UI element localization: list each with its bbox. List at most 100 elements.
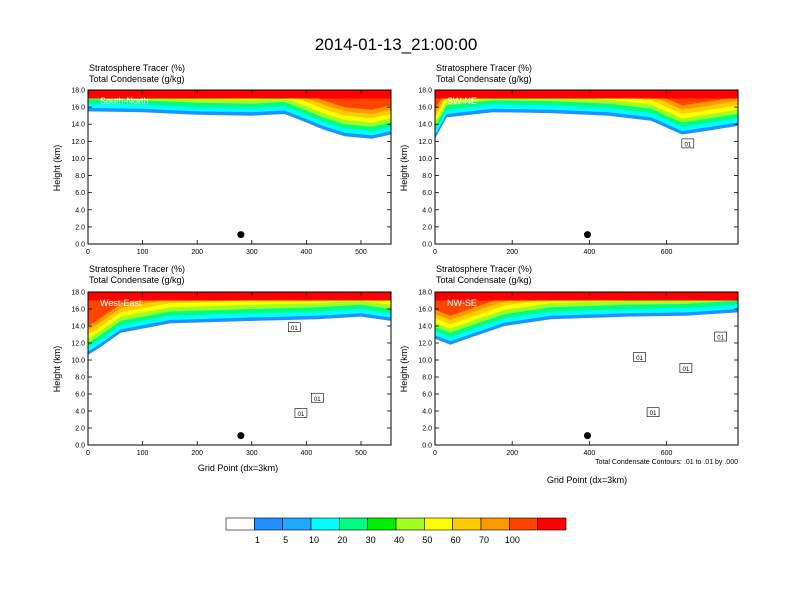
y-tick-label: 12.0 (71, 139, 85, 146)
y-tick-label: 14.0 (71, 324, 85, 331)
panel-inset-label: NW-SE (447, 298, 477, 308)
y-tick-label: 4.0 (75, 207, 85, 214)
panel-3-title-line1: Stratosphere Tracer (%) (89, 264, 185, 274)
colorbar-box (480, 517, 510, 531)
y-tick-label: 0.0 (75, 242, 85, 249)
panel-1-y-axis-label: Height (km) (52, 145, 62, 192)
x-tick-label: 500 (355, 450, 367, 457)
colorbar-label: 30 (366, 535, 376, 545)
contour-label: 01 (650, 411, 657, 417)
y-tick-label: 18.0 (418, 290, 432, 297)
y-tick-label: 8.0 (422, 173, 432, 180)
location-marker (237, 231, 245, 239)
x-tick-label: 0 (86, 249, 90, 256)
contour-label: 01 (636, 356, 643, 362)
colorbar-label: 60 (451, 535, 461, 545)
colorbar-label: 10 (309, 535, 319, 545)
x-tick-label: 100 (137, 249, 149, 256)
x-tick-label: 300 (246, 450, 258, 457)
panel-inset-label: West-East (100, 298, 142, 308)
y-tick-label: 8.0 (422, 375, 432, 382)
y-tick-label: 6.0 (75, 392, 85, 399)
x-tick-label: 200 (191, 249, 203, 256)
y-tick-label: 16.0 (418, 307, 432, 314)
y-tick-label: 4.0 (422, 409, 432, 416)
contour-label-box (714, 331, 727, 342)
panel-2-title-line2: Total Condensate (g/kg) (436, 74, 532, 84)
tracer-band-top (435, 90, 738, 99)
contour-label: 01 (684, 142, 691, 148)
panel-4-x-axis-label: Grid Point (dx=3km) (547, 475, 627, 485)
y-tick-label: 2.0 (422, 426, 432, 433)
contour-label: 01 (314, 397, 321, 403)
y-tick-label: 8.0 (75, 375, 85, 382)
location-marker (583, 231, 591, 239)
contour-label-box (294, 408, 308, 418)
colorbar-label: 20 (337, 535, 347, 545)
location-marker (237, 432, 245, 440)
y-tick-label: 16.0 (71, 307, 85, 314)
tracer-band-top (88, 292, 391, 301)
panel-4-title-line2: Total Condensate (g/kg) (436, 275, 532, 285)
x-tick-label: 600 (661, 249, 673, 256)
y-tick-label: 18.0 (71, 290, 85, 297)
x-tick-label: 100 (137, 450, 149, 457)
y-tick-label: 2.0 (75, 426, 85, 433)
colorbar-label: 70 (479, 535, 489, 545)
y-tick-label: 0.0 (422, 242, 432, 249)
x-tick-label: 0 (433, 450, 437, 457)
panel-3-x-axis-label: Grid Point (dx=3km) (198, 463, 278, 473)
y-tick-label: 8.0 (75, 173, 85, 180)
colorbar-box (310, 517, 340, 531)
y-tick-label: 16.0 (418, 105, 432, 112)
x-tick-label: 400 (584, 249, 596, 256)
y-tick-label: 2.0 (75, 224, 85, 231)
y-tick-label: 12.0 (71, 341, 85, 348)
y-tick-label: 14.0 (418, 324, 432, 331)
y-tick-label: 14.0 (418, 122, 432, 129)
panel-south-north: South-North 0.0 2.0 4.0 6.0 8.0 10.0 12.0 14.0 16… (71, 88, 392, 256)
y-tick-label: 10.0 (71, 156, 85, 163)
location-marker (583, 432, 591, 440)
plot-frame (87, 291, 392, 446)
x-tick-label: 0 (433, 249, 437, 256)
panel-inset-label: SW-NE (447, 96, 477, 106)
y-tick-label: 14.0 (71, 122, 85, 129)
y-tick-label: 12.0 (418, 341, 432, 348)
y-tick-label: 18.0 (418, 88, 432, 95)
colorbar-label: 100 (505, 535, 520, 545)
y-tick-label: 0.0 (75, 443, 85, 450)
y-tick-label: 2.0 (422, 224, 432, 231)
x-tick-label: 200 (506, 249, 518, 256)
contour-label-box (679, 363, 693, 373)
tracer-band-5 (88, 292, 391, 335)
colorbar-box (367, 517, 397, 531)
y-tick-label: 12.0 (418, 139, 432, 146)
x-tick-label: 300 (246, 249, 258, 256)
panel-sw-ne: SW-NE 0.0 2.0 4.0 6.0 8.0 10.0 12.0 14.0 16.0 18.0… (418, 88, 739, 256)
x-tick-label: 400 (301, 249, 313, 256)
x-tick-label: 200 (191, 450, 203, 457)
panel-1-title-line2: Total Condensate (g/kg) (89, 74, 185, 84)
x-tick-label: 400 (301, 450, 313, 457)
panel-2-title-line1: Stratosphere Tracer (%) (436, 63, 532, 73)
colorbar-box (225, 517, 255, 531)
colorbar-box (395, 517, 425, 531)
contour-label: 01 (717, 336, 724, 342)
colorbar-label: 40 (394, 535, 404, 545)
colorbar-label: 1 (255, 535, 260, 545)
x-tick-label: 200 (506, 450, 518, 457)
y-tick-label: 18.0 (71, 88, 85, 95)
colorbar-box (452, 517, 482, 531)
panel-west-east: West-East 0.0 2.0 4.0 6.0 8.0 10.0 12.0 14.0 16.0… (71, 290, 392, 457)
y-tick-label: 6.0 (422, 392, 432, 399)
contour-label-box (646, 407, 660, 418)
plot-frame (87, 89, 392, 245)
x-tick-label: 500 (355, 249, 367, 256)
panel-3-y-axis-label: Height (km) (52, 346, 62, 393)
contour-label: 01 (683, 367, 690, 373)
x-tick-label: 0 (86, 450, 90, 457)
panel-nw-se: NW-SE 0.0 2.0 4.0 6.0 8.0 10.0 12.0 14.0 16.0 18.0… (418, 290, 739, 457)
x-tick-label: 600 (661, 450, 673, 457)
y-tick-label: 4.0 (75, 409, 85, 416)
